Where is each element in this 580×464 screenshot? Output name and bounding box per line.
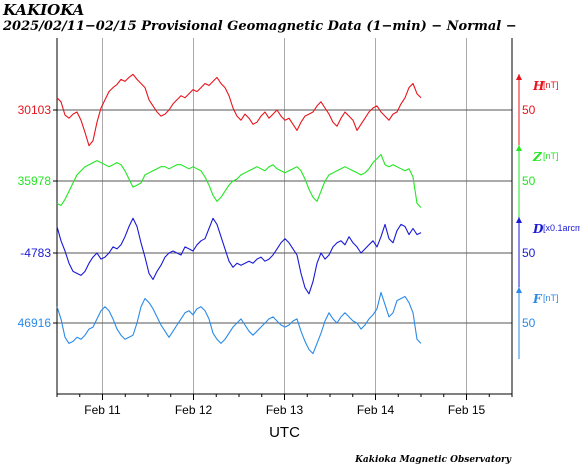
component-label-D: D: [532, 222, 544, 236]
x-tick-label: Feb 13: [266, 403, 304, 417]
component-label-H: H: [532, 79, 545, 93]
footer-credit: Kakioka Magnetic Observatory: [354, 455, 512, 464]
unit-label-F: [nT]: [543, 293, 559, 303]
scale-arrowhead-D: [516, 217, 522, 223]
unit-label-D: [x0.1arcmi: [543, 223, 580, 233]
x-axis-label: UTC: [269, 424, 300, 441]
baseline-label-H: 30103: [18, 103, 52, 117]
scale-label-F: 50: [522, 316, 536, 330]
x-tick-label: Feb 14: [357, 403, 395, 417]
unit-label-H: [nT]: [543, 80, 559, 90]
scale-label-D: 50: [522, 246, 536, 260]
scale-arrowhead-F: [516, 287, 522, 293]
series-line-Z: [56, 153, 422, 208]
component-label-F: F: [532, 292, 543, 306]
scale-arrowhead-H: [516, 74, 522, 80]
baseline-label-Z: 35978: [18, 174, 52, 188]
component-label-Z: Z: [532, 150, 543, 164]
series-line-D: [56, 217, 422, 295]
scale-label-Z: 50: [522, 174, 536, 188]
unit-label-Z: [nT]: [543, 151, 559, 161]
chart-subtitle: 2025/02/11−02/15 Provisional Geomagnetic…: [3, 19, 517, 34]
chart-title: KAKIOKA: [3, 1, 85, 19]
scale-label-H: 50: [522, 103, 536, 117]
baseline-label-F: 46916: [18, 316, 52, 330]
x-tick-label: Feb 15: [448, 403, 486, 417]
series-line-F: [56, 291, 422, 355]
series-line-H: [56, 73, 422, 147]
x-tick-label: Feb 11: [84, 403, 121, 417]
baseline-label-D: -4783: [20, 246, 51, 260]
x-tick-label: Feb 12: [175, 403, 213, 417]
scale-arrowhead-Z: [516, 145, 522, 151]
